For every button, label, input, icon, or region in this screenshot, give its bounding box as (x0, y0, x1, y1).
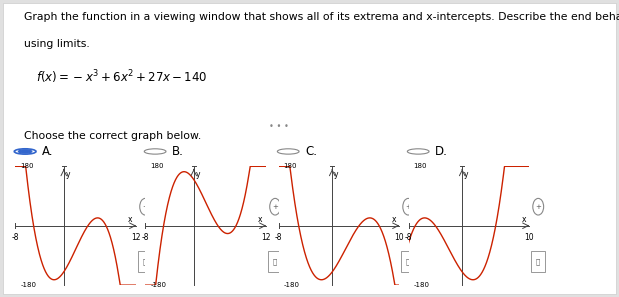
Text: -180: -180 (284, 282, 300, 288)
Text: ⤢: ⤢ (143, 258, 147, 265)
Text: 10: 10 (524, 233, 534, 242)
Text: y: y (334, 170, 339, 179)
Text: +: + (272, 204, 278, 210)
Text: Choose the correct graph below.: Choose the correct graph below. (24, 131, 202, 141)
FancyBboxPatch shape (138, 251, 152, 272)
Text: ⤢: ⤢ (273, 258, 277, 265)
Text: -180: -180 (20, 282, 37, 288)
Text: y: y (196, 170, 201, 179)
Text: -8: -8 (405, 233, 412, 242)
Text: D.: D. (435, 145, 448, 158)
Text: 10: 10 (394, 233, 404, 242)
Text: Graph the function in a viewing window that shows all of its extrema and x-inter: Graph the function in a viewing window t… (24, 12, 619, 22)
Text: A.: A. (42, 145, 53, 158)
Text: ⤢: ⤢ (536, 258, 540, 265)
Text: 12: 12 (261, 233, 271, 242)
Text: -8: -8 (142, 233, 149, 242)
Text: C.: C. (305, 145, 317, 158)
Text: -8: -8 (12, 233, 19, 242)
Circle shape (140, 198, 150, 215)
Text: y: y (66, 170, 71, 179)
Text: +: + (142, 204, 148, 210)
Text: x: x (521, 214, 526, 224)
Text: B.: B. (172, 145, 184, 158)
Text: 180: 180 (284, 163, 297, 169)
Circle shape (403, 198, 413, 215)
FancyBboxPatch shape (531, 251, 545, 272)
Circle shape (19, 150, 32, 153)
Text: $f(x) = -x^3 + 6x^2 + 27x - 140$: $f(x) = -x^3 + 6x^2 + 27x - 140$ (36, 68, 208, 86)
Text: 12: 12 (131, 233, 141, 242)
Text: ⤢: ⤢ (406, 258, 410, 265)
Text: -180: -180 (150, 282, 167, 288)
Text: +: + (535, 204, 541, 210)
Text: 180: 180 (20, 163, 34, 169)
FancyBboxPatch shape (268, 251, 282, 272)
Text: x: x (128, 214, 132, 224)
Text: x: x (391, 214, 396, 224)
Text: -8: -8 (275, 233, 282, 242)
FancyBboxPatch shape (401, 251, 415, 272)
Circle shape (270, 198, 280, 215)
Text: 180: 180 (413, 163, 427, 169)
Text: • • •: • • • (269, 122, 288, 131)
Text: x: x (258, 214, 262, 224)
Text: 180: 180 (150, 163, 164, 169)
Circle shape (533, 198, 543, 215)
Text: using limits.: using limits. (24, 39, 90, 49)
Text: y: y (464, 170, 469, 179)
Text: -180: -180 (413, 282, 430, 288)
Text: +: + (405, 204, 411, 210)
